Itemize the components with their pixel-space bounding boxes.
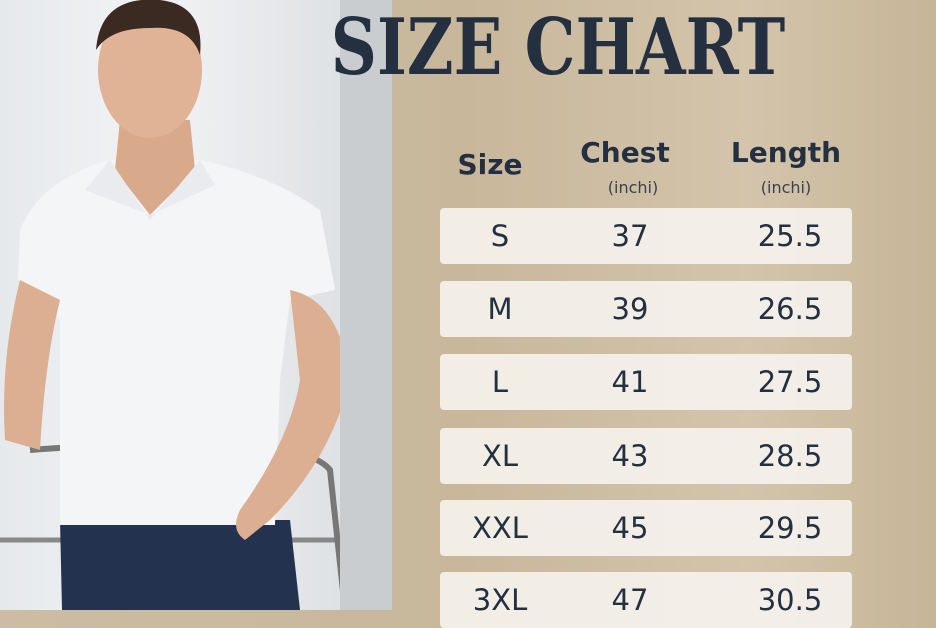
cell-chest: 37 <box>611 219 649 253</box>
cell-size: XXL <box>472 511 528 545</box>
table-row: XXL 45 29.5 <box>440 500 852 556</box>
cell-chest: 45 <box>611 511 649 545</box>
header-length-unit: (inchi) <box>760 178 812 197</box>
cell-chest: 39 <box>611 292 649 326</box>
cell-size: L <box>491 365 509 399</box>
model-photo <box>0 0 392 610</box>
header-chest-unit: (inchi) <box>607 178 659 197</box>
wall <box>340 0 392 610</box>
cell-chest: 47 <box>611 583 649 617</box>
table-row: L 41 27.5 <box>440 354 852 410</box>
cell-size: M <box>487 292 513 326</box>
cell-size: S <box>490 219 510 253</box>
cell-length: 29.5 <box>757 511 823 545</box>
cell-length: 30.5 <box>757 583 823 617</box>
table-row: S 37 25.5 <box>440 208 852 264</box>
table-row: M 39 26.5 <box>440 281 852 337</box>
cell-length: 28.5 <box>757 439 823 473</box>
man-in-white-polo-illustration <box>0 0 350 610</box>
page-title: SIZE CHART <box>330 2 786 93</box>
cell-length: 25.5 <box>757 219 823 253</box>
table-row: 3XL 47 30.5 <box>440 572 852 628</box>
header-size: Size <box>457 148 523 181</box>
header-chest: Chest <box>580 136 670 169</box>
cell-chest: 43 <box>611 439 649 473</box>
cell-chest: 41 <box>611 365 649 399</box>
cell-length: 27.5 <box>757 365 823 399</box>
cell-size: 3XL <box>472 583 528 617</box>
cell-size: XL <box>481 439 519 473</box>
header-length: Length <box>730 136 842 169</box>
table-row: XL 43 28.5 <box>440 428 852 484</box>
cell-length: 26.5 <box>757 292 823 326</box>
